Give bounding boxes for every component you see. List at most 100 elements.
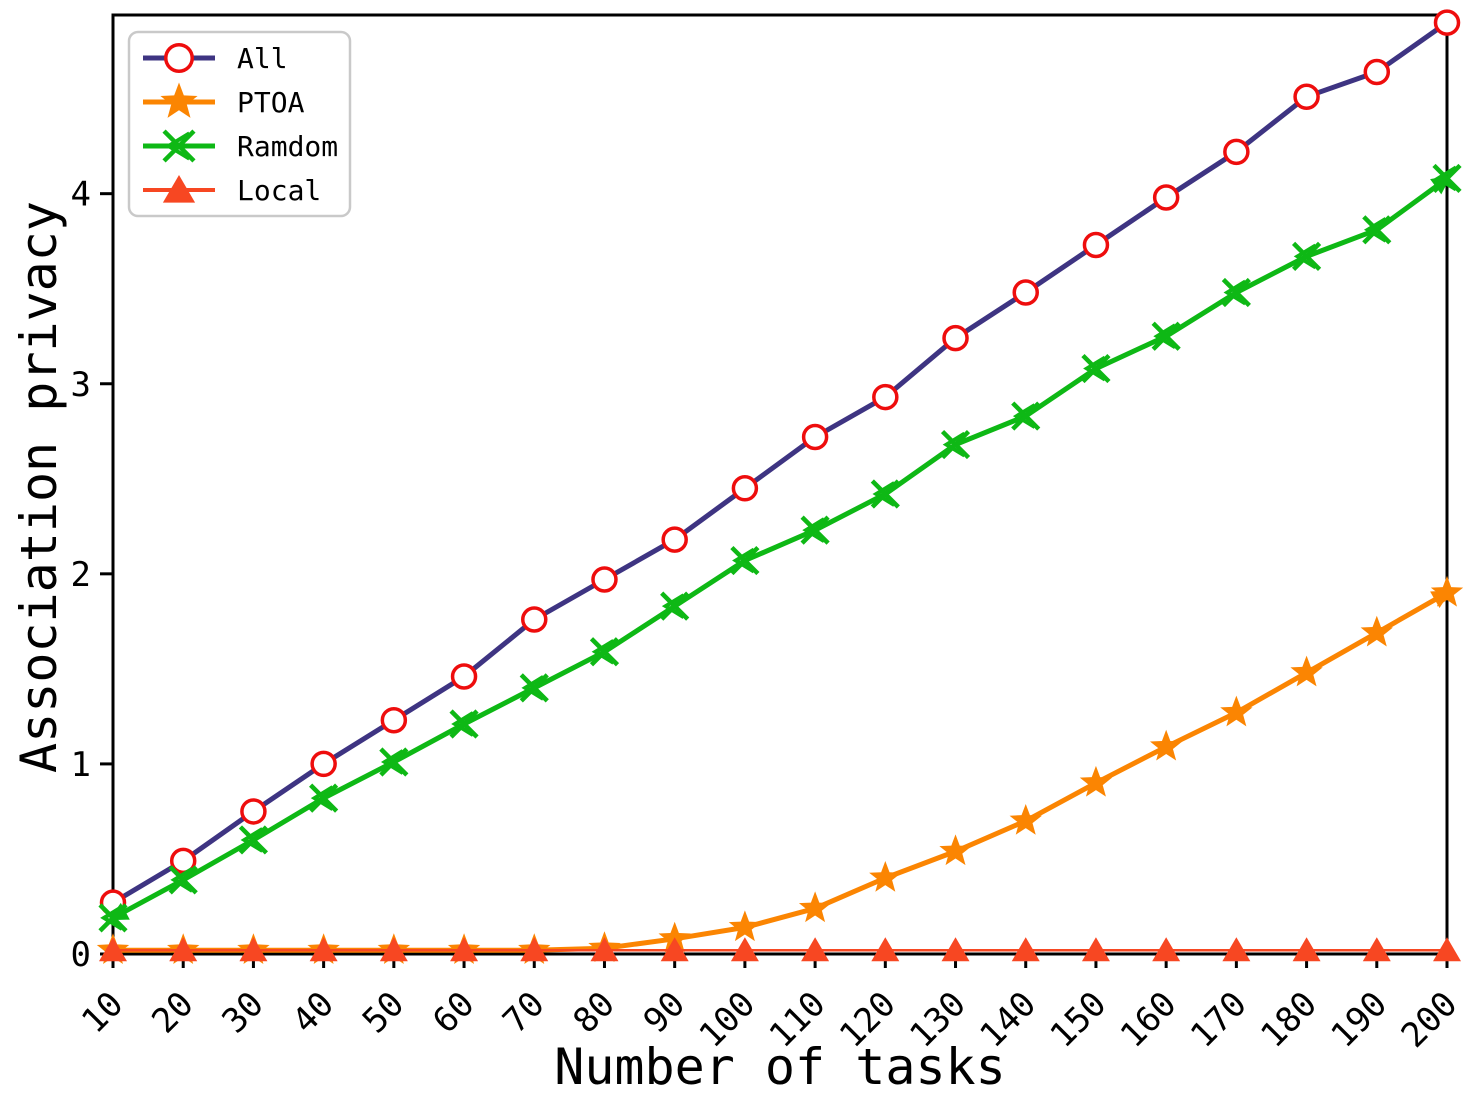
x-axis-tick-label: 180 (1253, 984, 1325, 1056)
x-axis-tick-label-group: 190 (1323, 984, 1395, 1056)
series-marker-local (1362, 937, 1391, 962)
series-marker-local (801, 937, 830, 962)
series-marker-all (521, 606, 548, 633)
series-marker-ramdom (1291, 241, 1322, 271)
series-marker-all (1152, 184, 1180, 211)
series-marker-ramdom (1221, 277, 1251, 308)
y-axis-tick-label: 3 (71, 365, 91, 405)
series-marker-all (1293, 83, 1320, 110)
x-axis-tick-label: 50 (355, 984, 412, 1041)
series-marker-all (801, 423, 829, 451)
series-marker-local (1152, 937, 1181, 962)
series-marker-all (1223, 138, 1250, 166)
series-marker-ptoa (1290, 655, 1323, 687)
series-marker-ramdom (449, 709, 479, 739)
series-marker-local (941, 937, 970, 962)
x-axis-tick-label: 20 (144, 984, 201, 1041)
series-marker-local (379, 937, 408, 962)
legend-item-all: All (143, 42, 288, 75)
x-axis-tick-label-group: 90 (636, 984, 693, 1041)
x-axis-tick-label: 40 (285, 984, 342, 1041)
x-axis-tick-label: 80 (566, 984, 623, 1041)
x-axis-tick-label-group: 70 (495, 984, 552, 1041)
x-axis-tick-label: 200 (1394, 984, 1466, 1056)
series-marker-all (450, 663, 478, 690)
series-marker-local (1081, 937, 1110, 962)
series-marker-ptoa (798, 891, 832, 923)
x-axis-tick-label: 190 (1323, 984, 1395, 1056)
x-axis-tick-label: 30 (215, 984, 272, 1041)
series-marker-ptoa (728, 910, 762, 942)
series-marker-ramdom (519, 673, 549, 703)
series-marker-ptoa (1220, 695, 1253, 727)
x-axis-tick-label-group: 40 (285, 984, 342, 1041)
series-marker-ptoa (1079, 765, 1113, 797)
legend-item-local: Local (143, 174, 321, 207)
x-axis-tick-label-group: 10 (74, 984, 131, 1041)
series-marker-all (380, 706, 408, 734)
series-marker-all (1012, 279, 1039, 306)
series-marker-local (239, 937, 268, 962)
legend-label-local: Local (237, 174, 321, 207)
series-marker-ramdom (1151, 321, 1181, 351)
legend: All PTOA Ramdom Local (127, 30, 352, 218)
x-axis-tick-label-group: 160 (1113, 984, 1185, 1056)
series-marker-ramdom (1011, 401, 1041, 431)
x-axis-tick-label-group: 180 (1253, 984, 1325, 1056)
series-marker-ramdom (168, 865, 198, 895)
x-axis-tick-label: 150 (1043, 984, 1115, 1056)
series-marker-local (660, 937, 689, 962)
series-marker-all (310, 750, 337, 778)
series-marker-ramdom (730, 545, 760, 576)
series-marker-ptoa (939, 834, 972, 866)
series-marker-local (1222, 937, 1251, 962)
series-marker-ramdom (1081, 353, 1111, 384)
x-axis-tick-label: 90 (636, 984, 693, 1041)
legend-label-all: All (237, 42, 288, 75)
series-line-all (111, 20, 1449, 905)
series-marker-ramdom (98, 903, 128, 933)
series-marker-local (520, 937, 549, 962)
series-marker-ramdom (800, 515, 830, 545)
x-axis-tick-label-group: 60 (425, 984, 482, 1041)
x-axis-tick-label-group: 170 (1183, 984, 1255, 1056)
series-line-ramdom (111, 176, 1449, 921)
x-axis-tick-label-group: 30 (215, 984, 272, 1041)
x-axis-tick-label-group: 20 (144, 984, 201, 1041)
x-axis-tick-label: 160 (1113, 984, 1185, 1056)
y-axis-tick-label: 1 (71, 745, 91, 785)
legend-item-ptoa: PTOA (143, 82, 305, 119)
series-marker-ramdom (1432, 163, 1462, 194)
legend-label-ptoa: PTOA (237, 86, 305, 119)
x-axis-title: Number of tasks (554, 1038, 1006, 1095)
legend-marker-ramdom (162, 129, 196, 163)
series-marker-all (240, 798, 267, 825)
series-marker-all (1082, 231, 1110, 259)
series-marker-all (1363, 58, 1391, 86)
series-marker-ramdom (870, 479, 900, 509)
y-axis-tick-label: 0 (71, 935, 91, 975)
series-marker-local (871, 937, 900, 962)
x-axis-tick-label: 70 (495, 984, 552, 1041)
y-axis-tick-label: 4 (71, 175, 91, 215)
series-marker-all (942, 324, 969, 352)
y-axis-tick-label: 2 (71, 555, 91, 595)
series-marker-local (1433, 937, 1461, 962)
x-axis-tick-label-group: 50 (355, 984, 412, 1041)
series-marker-ramdom (660, 591, 690, 621)
series-marker-ramdom (238, 825, 269, 855)
series-marker-ptoa (658, 921, 691, 953)
series-marker-local (169, 937, 198, 962)
series-marker-local (1011, 937, 1040, 962)
series-marker-local (309, 937, 338, 962)
series-marker-ramdom (379, 747, 409, 777)
x-axis-tick-label-group: 150 (1043, 984, 1115, 1056)
series-marker-ptoa (1360, 615, 1393, 647)
series-marker-ptoa (1430, 575, 1464, 607)
series-marker-ramdom (1362, 215, 1392, 245)
legend-marker-local (162, 175, 196, 203)
x-axis-tick-label: 60 (425, 984, 482, 1041)
x-axis-tick-label: 170 (1183, 984, 1255, 1056)
